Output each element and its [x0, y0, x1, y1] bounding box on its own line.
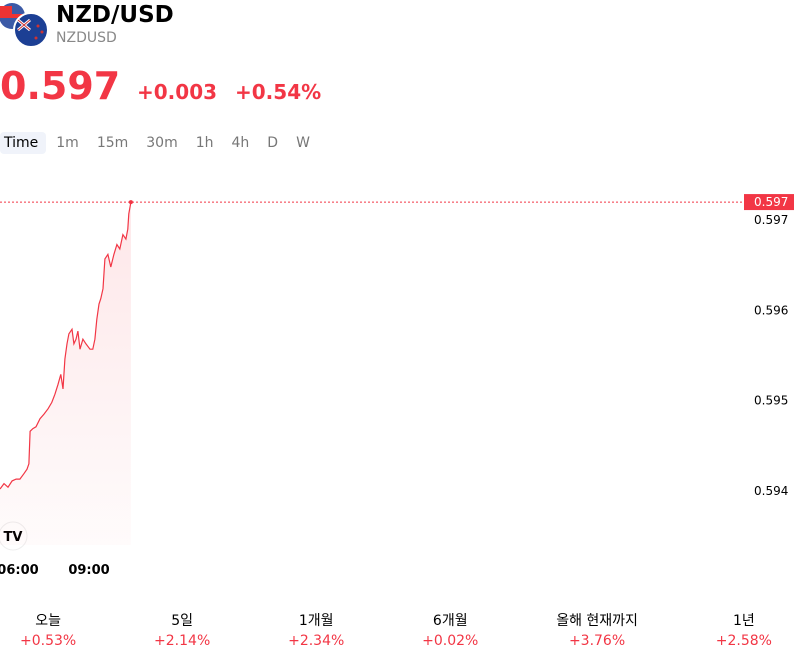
period-change: +0.53% — [20, 633, 77, 649]
x-tick-label: 09:00 — [68, 563, 109, 578]
change: +0.003 — [137, 80, 218, 104]
interval-button[interactable]: D — [267, 135, 279, 151]
y-tick-label: 0.596 — [754, 303, 788, 317]
interval-button[interactable]: Time — [0, 132, 47, 154]
period-change: +2.34% — [288, 633, 345, 649]
y-tick-label: 0.594 — [754, 484, 788, 498]
period-change: +2.14% — [154, 633, 211, 649]
change-percent: +0.54% — [235, 80, 322, 104]
y-tick-label: 0.597 — [754, 213, 788, 227]
period-label: 1개월 — [298, 613, 334, 629]
symbol: NZD/USD — [56, 2, 174, 28]
interval-button[interactable]: 30m — [146, 135, 178, 151]
period-item[interactable]: 1개월 +2.34% — [288, 610, 344, 649]
period-change: +0.02% — [422, 633, 479, 649]
price: 0.597 — [0, 64, 121, 108]
period-item[interactable]: 오늘 +0.53% — [20, 610, 76, 649]
flags — [0, 3, 49, 48]
period-item[interactable]: 1년 +2.58% — [716, 610, 772, 649]
y-tick-label: 0.595 — [754, 394, 788, 408]
ticker: NZDUSD — [56, 30, 117, 46]
interval-button[interactable]: 1h — [195, 135, 214, 151]
interval-button[interactable]: W — [296, 135, 310, 151]
interval-bar: Time 1m 15m 30m 1h 4h D W — [0, 132, 318, 154]
period-label: 오늘 — [35, 613, 61, 629]
last-value-label: 0.597 — [754, 195, 788, 209]
period-bar: 오늘 +0.53% 5일 +2.14% 1개월 +2.34% 6개월 +0.02% 올해 현재까… — [0, 610, 800, 649]
interval-button[interactable]: 1m — [56, 135, 79, 151]
period-label: 5일 — [171, 613, 194, 629]
period-item[interactable]: 6개월 +0.02% — [422, 610, 478, 649]
period-change: +2.58% — [715, 633, 772, 649]
period-label: 1년 — [732, 613, 755, 629]
period-item[interactable]: 5일 +2.14% — [154, 610, 210, 649]
area — [0, 202, 131, 545]
period-change: +3.76% — [568, 633, 626, 649]
x-tick-label: 06:00 — [0, 563, 39, 578]
interval-button[interactable]: 4h — [231, 135, 250, 151]
line — [0, 201, 132, 490]
period-item[interactable]: 올해 현재까지 +3.76% — [556, 610, 638, 649]
last-point — [128, 200, 133, 205]
last-value-badge — [744, 194, 794, 211]
period-label: 올해 현재까지 — [556, 613, 638, 629]
period-label: 6개월 — [432, 613, 468, 629]
interval-button[interactable]: 15m — [96, 135, 129, 151]
